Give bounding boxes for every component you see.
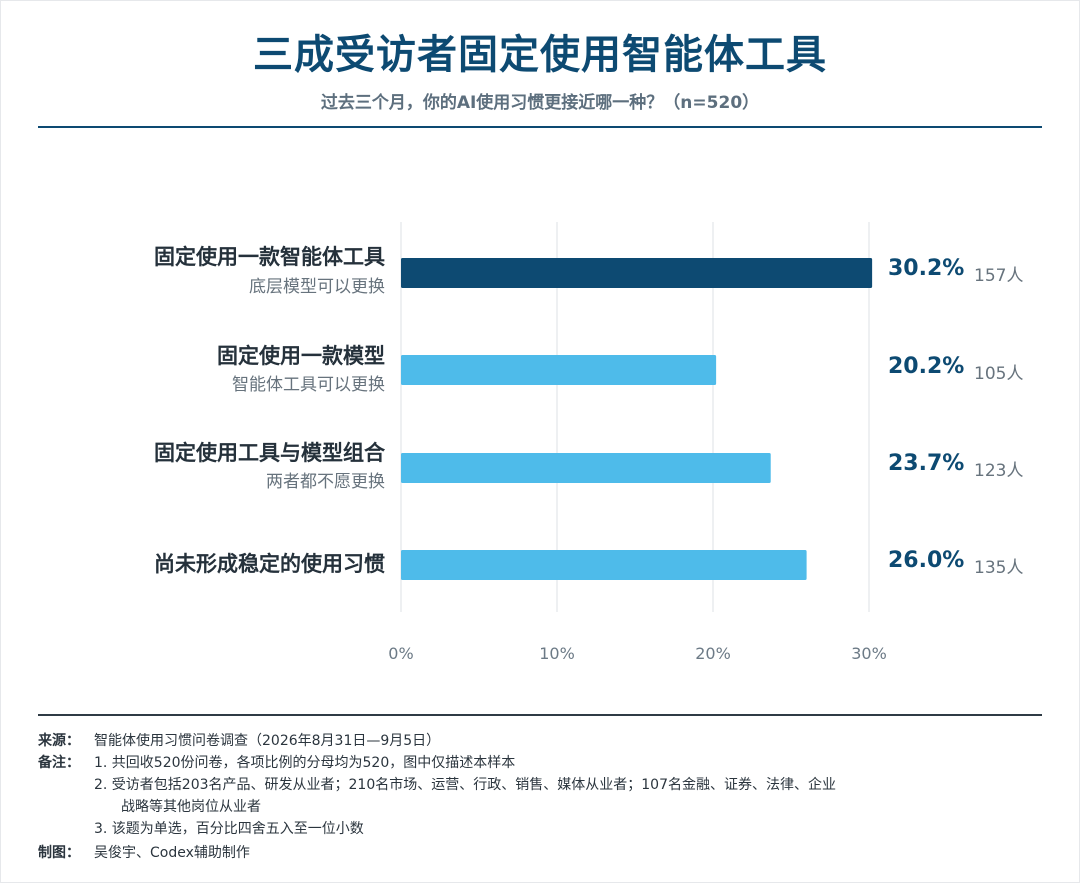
category-label: 尚未形成稳定的使用习惯 xyxy=(154,552,385,576)
bar xyxy=(401,453,771,483)
chart-subtitle: 过去三个月，你的AI使用习惯更接近哪一种？（n=520） xyxy=(320,93,760,113)
data-label-percent: 30.2% xyxy=(888,256,965,281)
category-label: 固定使用工具与模型组合 xyxy=(154,441,385,465)
credit-text: 吴俊宇、Codex辅助制作 xyxy=(94,845,250,861)
data-label-count: 135人 xyxy=(974,558,1024,578)
data-label-percent: 23.7% xyxy=(888,451,965,476)
chart-title: 三成受访者固定使用智能体工具 xyxy=(253,32,827,78)
data-label-percent: 26.0% xyxy=(888,548,965,573)
note-item: 战略等其他岗位从业者 xyxy=(121,799,261,815)
bar xyxy=(401,355,717,385)
bar xyxy=(401,550,807,580)
footer-divider xyxy=(38,714,1042,716)
category-sublabel: 智能体工具可以更换 xyxy=(232,375,385,395)
data-label-count: 123人 xyxy=(974,461,1024,481)
note-item: 1. 共回收520份问卷，各项比例的分母均为520，图中仅描述本样本 xyxy=(94,755,516,771)
category-sublabel: 两者都不愿更换 xyxy=(266,472,385,492)
x-tick-label: 30% xyxy=(851,644,887,663)
bar-chart: 0% 10% 20% 30% xyxy=(388,222,887,663)
x-tick-label: 20% xyxy=(695,644,731,663)
x-tick-label: 10% xyxy=(539,644,575,663)
credit-label: 制图： xyxy=(38,845,80,861)
source-label: 来源： xyxy=(38,733,80,749)
header-divider xyxy=(38,126,1042,128)
bar xyxy=(401,258,873,288)
category-label: 固定使用一款智能体工具 xyxy=(154,245,385,269)
source-text: 智能体使用习惯问卷调查（2026年8月31日—9月5日） xyxy=(94,733,441,749)
data-label-percent: 20.2% xyxy=(888,354,965,379)
x-tick-label: 0% xyxy=(388,644,413,663)
data-label-count: 157人 xyxy=(974,266,1024,286)
category-label: 固定使用一款模型 xyxy=(217,344,385,368)
category-sublabel: 底层模型可以更换 xyxy=(249,277,385,297)
note-item: 2. 受访者包括203名产品、研发从业者；210名市场、运营、行政、销售、媒体从… xyxy=(94,777,836,793)
notes-label: 备注： xyxy=(38,755,80,771)
data-label-count: 105人 xyxy=(974,364,1024,384)
note-item: 3. 该题为单选，百分比四舍五入至一位小数 xyxy=(94,821,364,837)
